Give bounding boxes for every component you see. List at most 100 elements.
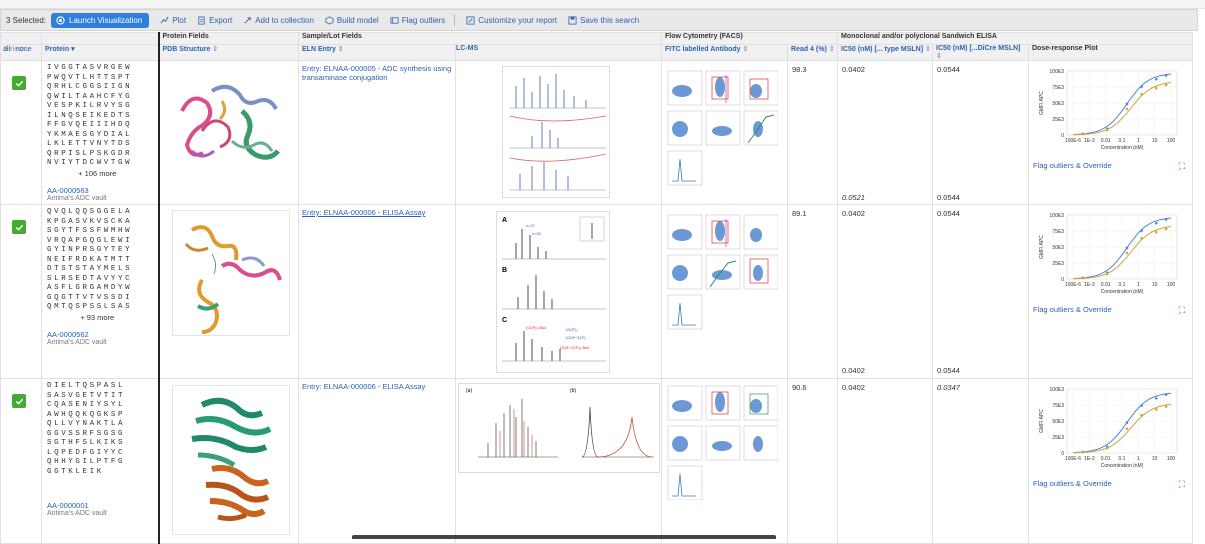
facs-cell[interactable] xyxy=(661,378,788,544)
x-tick-label: 100E-6 xyxy=(1065,456,1081,462)
y-tick-label: 25E3 xyxy=(1052,117,1064,123)
data-point-orange xyxy=(1164,83,1168,87)
lcms-cell[interactable] xyxy=(455,60,662,205)
data-point-orange xyxy=(1140,93,1143,96)
seq-line: GYINPRSGYTEY xyxy=(47,246,133,254)
top-strip xyxy=(0,0,1205,9)
read4-cell: 90.6 xyxy=(787,378,838,544)
read4-cell: 89.1 xyxy=(787,204,838,379)
protein-id-link[interactable]: AA-0000563 xyxy=(47,186,89,195)
eln-entry-link[interactable]: Entry: ELNAA-000006 - ELISA Assay xyxy=(302,382,426,391)
col-pdb-label: PDB Structure xyxy=(162,46,211,53)
table-row[interactable]: DIELTQSPASL SASVGETVTIT CQASENIYSYL AWHQ… xyxy=(0,378,1193,544)
flag-outliers-link[interactable]: Flag outliers & Override xyxy=(1033,305,1112,314)
table-row[interactable]: QVQLQQSGGELA KPGASVKVSCKA SGYTFSSFWMHW V… xyxy=(0,204,1193,379)
table-row[interactable]: IVGGTASVRGEW PWQVTLHTTSPT QRHLCGGSIIGN Q… xyxy=(0,60,1193,205)
launch-visualization-button[interactable]: Launch Visualization xyxy=(51,12,150,28)
data-point-orange xyxy=(1106,446,1109,450)
data-point-blue xyxy=(1125,246,1129,250)
col-eln-entry[interactable]: ELN Entry ⇕ xyxy=(298,44,456,61)
protein-id-link[interactable]: AA-0000001 xyxy=(47,501,89,510)
y-tick-label: 50E3 xyxy=(1052,101,1064,107)
expand-icon[interactable]: ⛶ xyxy=(1178,161,1185,171)
x-tick-label: 0.1 xyxy=(1119,282,1126,288)
read4-value: 90.6 xyxy=(792,383,807,392)
more-residues[interactable]: + 93 more xyxy=(80,312,115,322)
add-to-collection-label: Add to collection xyxy=(255,15,314,25)
col-pdb-structure[interactable]: PDB Structure ⇕ xyxy=(158,44,299,61)
row-checkbox[interactable] xyxy=(12,220,26,234)
seq-line: DIELTQSPASL xyxy=(47,382,126,390)
col-protein[interactable]: Protein ▾ xyxy=(41,44,160,61)
bottom-overlay-bar xyxy=(352,535,776,539)
data-point-orange xyxy=(1155,408,1158,411)
col-read4[interactable]: Read 4 (%) ⇕ xyxy=(787,44,838,61)
row-select-cell[interactable] xyxy=(0,378,42,544)
seq-line: QRPISLPSKGDR xyxy=(47,149,133,158)
plot-icon xyxy=(160,16,169,23)
col-ic50-a[interactable]: IC50 (nM) [... type MSLN] ⇕ xyxy=(837,44,933,61)
select-all-none: all none xyxy=(3,46,32,53)
data-point-orange xyxy=(1155,230,1158,234)
col-read4-label: Read 4 (%) xyxy=(791,46,827,53)
eln-entry-cell: Entry: ELNAA-000006 - ELISA Assay xyxy=(298,378,456,544)
pdb-structure-cell[interactable] xyxy=(158,60,299,205)
add-to-collection-button[interactable]: Add to collection xyxy=(243,16,314,25)
ic50b-cell: 0.0347 xyxy=(932,378,1029,544)
y-tick-label: 100E3 xyxy=(1050,213,1065,219)
facs-cell[interactable] xyxy=(661,204,788,379)
facs-cell[interactable] xyxy=(661,60,788,205)
lcms-cell[interactable]: (a) (b) xyxy=(455,378,662,544)
svg-text:z=27: z=27 xyxy=(526,223,536,228)
select-all-link[interactable]: all xyxy=(3,46,11,53)
x-tick-label: 10 xyxy=(1152,456,1158,462)
ic50b-cell: 0.0544 0.0544 xyxy=(932,60,1029,205)
y-tick-label: 0 xyxy=(1061,277,1064,283)
seq-line: QHHYGILPTFG xyxy=(47,458,126,466)
expand-icon[interactable]: ⛶ xyxy=(1178,479,1185,489)
x-tick-label: 0.01 xyxy=(1101,138,1111,144)
row-checkbox[interactable] xyxy=(12,394,26,408)
protein-id-link[interactable]: AA-0000562 xyxy=(47,330,89,339)
ic50b-value-secondary: 0.0544 xyxy=(937,193,960,202)
y-tick-label: 75E3 xyxy=(1052,85,1064,91)
expand-icon[interactable]: ⛶ xyxy=(1178,305,1185,315)
plot-button[interactable]: Plot xyxy=(160,16,186,25)
col-lcms[interactable]: LC-MS xyxy=(455,44,662,61)
seq-line: GGVSSRFSGSG xyxy=(47,429,126,438)
more-residues[interactable]: + 106 more xyxy=(78,168,117,178)
seq-line: SLRSEDTAVYYC xyxy=(47,274,133,283)
seq-line: SASVGETVTIT xyxy=(47,391,126,400)
row-select-cell[interactable] xyxy=(0,60,42,205)
flag-outliers-link[interactable]: Flag outliers & Override xyxy=(1033,161,1112,170)
build-model-button[interactable]: Build model xyxy=(325,16,379,25)
sort-icon: ⇕ xyxy=(936,53,942,60)
save-icon xyxy=(568,15,577,25)
pdb-structure-cell[interactable] xyxy=(158,378,299,544)
row-checkbox[interactable] xyxy=(12,76,26,90)
protein-fields-group: Protein Fields xyxy=(158,32,299,45)
eln-entry-cell: Entry: ELNAA-000006 - ELISA Assay xyxy=(298,204,456,379)
data-point-orange xyxy=(1140,413,1143,417)
flag-outliers-button[interactable]: Flag outliers xyxy=(390,16,445,25)
col-fitc[interactable]: FITC labelled Antibody ⇕ xyxy=(661,44,788,61)
select-none-link[interactable]: none xyxy=(16,46,32,53)
sort-icon: ⇕ xyxy=(742,46,749,53)
col-ic50-b[interactable]: IC50 (nM) [...DiCre MSLN] ⇕ xyxy=(932,44,1029,61)
flag-outliers-link[interactable]: Flag outliers & Override xyxy=(1033,479,1112,488)
series-line-orange xyxy=(1073,226,1172,280)
export-button[interactable]: Export xyxy=(197,16,232,25)
selected-count: 3 Selected: xyxy=(6,15,47,25)
row-select-cell[interactable] xyxy=(0,204,42,379)
lcms-cell[interactable]: A B C z=27 z=26 (G0F)₂ (G0F·G1F) (G0F)₂-Buk… xyxy=(455,204,662,379)
customize-report-button[interactable]: Customize your report xyxy=(466,16,557,25)
col-fitc-label: FITC labelled Antibody xyxy=(665,46,741,53)
eln-entry-link[interactable]: Entry: ELNAA-000006 - ELISA Assay xyxy=(302,208,426,217)
save-search-button[interactable]: Save this search xyxy=(568,16,639,25)
ic50b-value: 0.0347 xyxy=(937,383,960,392)
eln-entry-link[interactable]: Entry: ELNAA-000005 - ADC synthesis usin… xyxy=(302,64,452,82)
pdb-structure-cell[interactable] xyxy=(158,204,299,379)
